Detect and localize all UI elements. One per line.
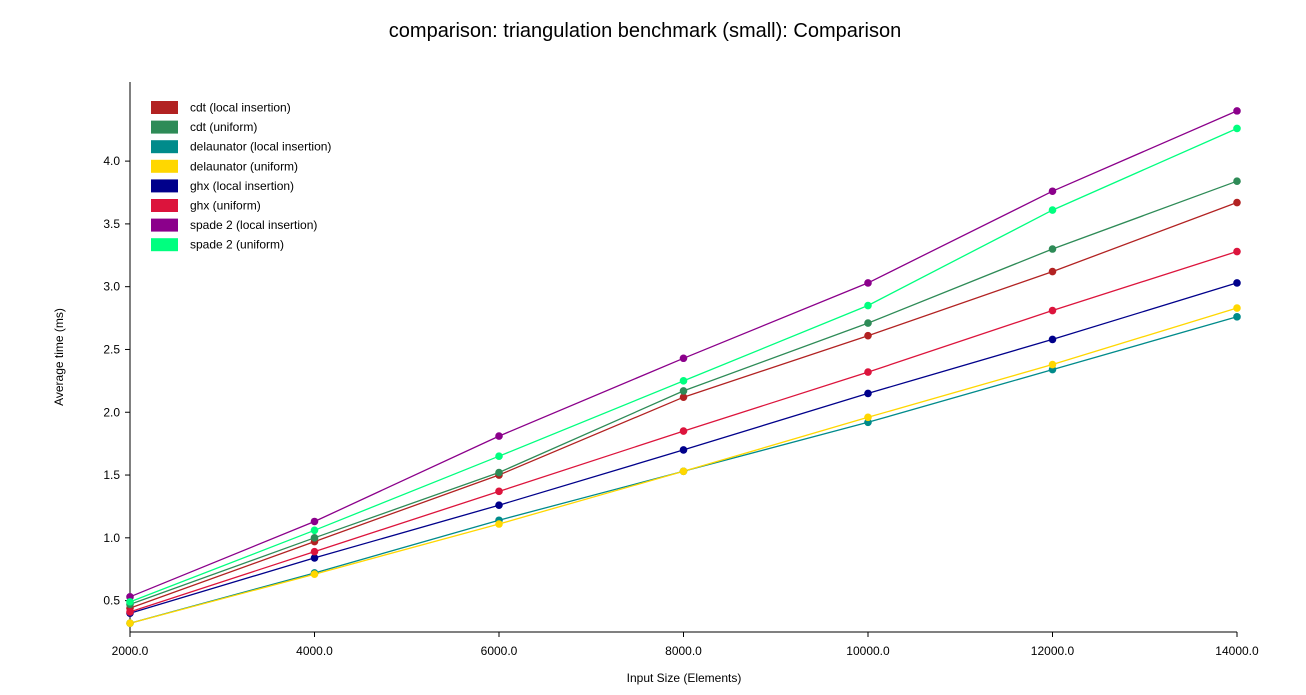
- legend-label: ghx (local insertion): [190, 179, 294, 193]
- plot-area: 0.5 1.0 1.5 2.0 2.5 3.0 3.5 4.0 2000.0 4000.0 600…: [103, 82, 1259, 658]
- y-tick-label: 1.0: [103, 531, 120, 545]
- data-point: [679, 354, 688, 363]
- legend-swatch: [151, 159, 178, 173]
- x-axis-label: Input Size (Elements): [627, 671, 742, 685]
- x-tick-label: 4000.0: [296, 644, 333, 658]
- x-tick-label: 12000.0: [1031, 644, 1075, 658]
- x-tick-label: 2000.0: [112, 644, 149, 658]
- data-point: [1048, 206, 1057, 214]
- data-point: [864, 413, 872, 422]
- x-tick-label: 14000.0: [1215, 644, 1259, 658]
- y-tick-label: 4.0: [103, 154, 120, 168]
- series-points: [126, 107, 1241, 628]
- data-point: [679, 427, 688, 435]
- data-point: [864, 319, 872, 327]
- data-point: [1048, 267, 1057, 276]
- x-tick-label: 8000.0: [665, 644, 702, 658]
- legend: cdt (local insertion) cdt (uniform) delaun…: [151, 101, 331, 252]
- data-point: [1233, 247, 1241, 256]
- data-point: [310, 517, 319, 526]
- x-axis-ticks: 2000.0 4000.0 6000.0 8000.0 10000.0 12000.0 14…: [112, 632, 1259, 658]
- data-point: [495, 468, 503, 477]
- data-point: [126, 619, 134, 628]
- legend-label: spade 2 (uniform): [190, 238, 284, 252]
- legend-swatch: [151, 218, 178, 232]
- data-point: [495, 432, 503, 440]
- data-point: [1233, 177, 1241, 186]
- legend-swatch: [151, 199, 178, 212]
- data-point: [679, 387, 688, 395]
- y-tick-label: 3.0: [103, 280, 120, 294]
- data-point: [1048, 306, 1057, 315]
- legend-swatch: [151, 101, 178, 114]
- data-point: [495, 501, 503, 509]
- legend-swatch: [151, 140, 178, 154]
- data-point: [864, 331, 872, 340]
- legend-label: cdt (local insertion): [190, 101, 291, 115]
- y-tick-label: 2.0: [103, 405, 120, 419]
- data-point: [864, 301, 872, 310]
- data-point: [864, 368, 872, 376]
- y-axis-label: Average time (ms): [52, 308, 66, 406]
- data-point: [864, 279, 872, 287]
- x-tick-label: 6000.0: [481, 644, 518, 658]
- legend-label: delaunator (local insertion): [190, 140, 331, 154]
- data-point: [864, 389, 872, 398]
- data-point: [1233, 198, 1241, 207]
- data-point: [310, 526, 319, 535]
- data-point: [1048, 360, 1057, 369]
- data-point: [1233, 304, 1241, 312]
- series-line-7: [129, 127, 1238, 603]
- legend-swatch: [151, 238, 178, 252]
- data-point: [310, 554, 319, 562]
- data-point: [679, 377, 688, 385]
- legend-swatch: [151, 120, 178, 134]
- data-point: [1233, 107, 1241, 115]
- data-point: [1233, 279, 1241, 287]
- data-point: [679, 446, 688, 454]
- data-point: [1048, 187, 1057, 196]
- data-point: [126, 598, 134, 606]
- y-tick-label: 1.5: [103, 468, 120, 482]
- data-point: [1233, 124, 1241, 133]
- data-point: [1233, 313, 1241, 321]
- data-point: [679, 393, 688, 401]
- y-tick-label: 2.5: [103, 342, 120, 356]
- legend-label: spade 2 (local insertion): [190, 218, 317, 232]
- data-point: [310, 534, 319, 542]
- data-point: [495, 487, 503, 496]
- legend-label: cdt (uniform): [190, 120, 257, 134]
- y-axis-ticks: 0.5 1.0 1.5 2.0 2.5 3.0 3.5 4.0: [103, 154, 130, 608]
- legend-label: delaunator (uniform): [190, 159, 298, 173]
- chart-title: comparison: triangulation benchmark (sma…: [389, 20, 901, 42]
- x-tick-label: 10000.0: [846, 644, 890, 658]
- data-point: [495, 520, 503, 528]
- data-point: [310, 570, 319, 579]
- data-point: [1048, 335, 1057, 344]
- y-tick-label: 0.5: [103, 594, 120, 608]
- series-lines: [129, 110, 1238, 624]
- legend-label: ghx (uniform): [190, 199, 261, 213]
- data-point: [679, 467, 688, 476]
- data-point: [310, 547, 319, 556]
- data-point: [1048, 245, 1057, 253]
- series-line-0: [129, 201, 1238, 609]
- series-line-6: [129, 110, 1238, 598]
- y-tick-label: 3.5: [103, 217, 120, 231]
- data-point: [126, 608, 134, 616]
- data-point: [495, 452, 503, 461]
- legend-swatch: [151, 179, 178, 193]
